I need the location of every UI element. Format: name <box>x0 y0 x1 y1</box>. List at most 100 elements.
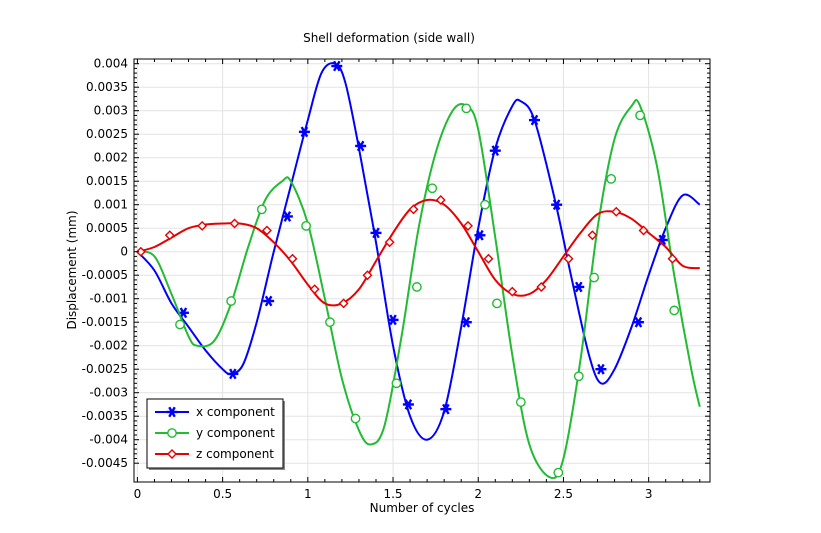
data-point <box>175 319 185 330</box>
data-point <box>362 270 373 281</box>
y-tick-label: -0.003 <box>89 386 128 400</box>
data-point <box>263 295 275 307</box>
marker-stroke <box>168 406 176 418</box>
marker-stroke <box>389 314 397 326</box>
y-tick-label: -0.0025 <box>82 362 128 376</box>
x-tick-label: 0 <box>134 487 142 501</box>
y-tick-label: -0.001 <box>89 292 128 306</box>
marker-stroke <box>179 307 188 319</box>
data-point <box>440 403 452 415</box>
grid <box>134 59 710 482</box>
marker-stroke <box>462 316 471 328</box>
data-point <box>669 305 680 316</box>
data-point <box>553 467 564 478</box>
legend-marker <box>167 449 177 459</box>
marker-stroke <box>597 363 605 375</box>
y-axis-title: Displacement (mm) <box>65 210 79 329</box>
data-point <box>551 199 563 211</box>
data-point <box>638 225 649 236</box>
data-point <box>573 281 585 293</box>
legend-item: z component <box>155 447 274 461</box>
data-point <box>281 211 293 222</box>
chart-title: Shell deformation (side wall) <box>303 31 475 45</box>
legend-label: z component <box>196 447 274 461</box>
data-point <box>301 220 312 231</box>
y-tick-label: 0.002 <box>94 151 128 165</box>
marker-stroke <box>300 126 309 138</box>
marker-stroke <box>552 199 561 211</box>
x-tick-label: 2 <box>474 487 482 501</box>
data-point <box>563 253 574 264</box>
data-point <box>227 368 239 380</box>
data-point <box>611 206 622 217</box>
data-point <box>573 371 584 382</box>
data-point <box>427 183 438 194</box>
y-tick-label: 0.004 <box>94 57 128 71</box>
legend-marker <box>167 428 177 438</box>
legend-item: x component <box>155 405 275 419</box>
y-tick-label: 0.0015 <box>86 174 128 188</box>
y-tick-label: -0.0015 <box>82 315 128 329</box>
data-point <box>632 316 644 328</box>
data-point <box>309 284 320 295</box>
y-tick-label: -0.0005 <box>82 268 128 282</box>
marker-stroke <box>574 281 583 293</box>
data-point <box>355 140 367 152</box>
series-layer <box>135 60 701 480</box>
x-tick-label: 1.5 <box>383 487 402 501</box>
data-point <box>492 298 502 309</box>
marker-stroke <box>442 403 450 415</box>
data-point <box>135 246 146 257</box>
x-tick-label: 3 <box>645 487 653 501</box>
data-point <box>387 314 399 326</box>
data-point <box>226 296 237 306</box>
y-tick-label: -0.004 <box>89 433 128 447</box>
marker-stroke <box>476 229 484 241</box>
legend-item: y component <box>155 426 275 440</box>
legend-label: x component <box>196 405 275 419</box>
data-point <box>480 199 490 210</box>
data-point <box>435 195 446 205</box>
y-tick-label: 0.0025 <box>86 127 128 141</box>
data-point <box>635 110 646 121</box>
y-tick-label: 0.001 <box>94 198 128 212</box>
data-point <box>164 230 175 241</box>
data-point <box>331 60 343 72</box>
data-point <box>370 227 382 239</box>
series-y-component <box>137 99 701 480</box>
axes: 0 0.5 1 1.5 2 2.5 3 0.004 0.0035 0.003 0.0025 0.002… <box>82 57 710 501</box>
x-tick-label: 1 <box>304 487 312 501</box>
marker-stroke <box>372 227 380 239</box>
data-point <box>587 230 598 241</box>
data-point <box>391 378 402 389</box>
legend-label: y component <box>196 426 275 440</box>
y-tick-label: 0.003 <box>94 104 128 118</box>
marker-stroke <box>283 211 292 222</box>
data-point <box>536 281 547 292</box>
data-point <box>463 220 474 231</box>
y-tick-label: -0.0035 <box>82 409 128 423</box>
series-z-component <box>135 195 700 309</box>
data-point <box>229 218 240 229</box>
marker-stroke <box>404 399 413 410</box>
data-point <box>325 317 335 328</box>
y-tick-label: 0.0005 <box>86 221 128 235</box>
y-tick-label: 0.0035 <box>86 80 128 94</box>
marker-stroke <box>491 145 500 157</box>
x-tick-label: 2.5 <box>554 487 573 501</box>
series-line <box>137 99 701 480</box>
y-tick-label: -0.002 <box>89 339 128 353</box>
data-point <box>298 126 310 138</box>
data-point <box>515 397 526 407</box>
data-point <box>489 145 501 157</box>
data-point <box>483 253 494 264</box>
marker-stroke <box>634 316 643 328</box>
data-point <box>402 399 414 410</box>
data-point <box>528 114 540 126</box>
data-point <box>261 225 272 236</box>
marker-stroke <box>229 368 237 380</box>
series-x-component <box>136 60 701 441</box>
legend-marker <box>166 406 178 418</box>
data-point <box>595 363 607 375</box>
